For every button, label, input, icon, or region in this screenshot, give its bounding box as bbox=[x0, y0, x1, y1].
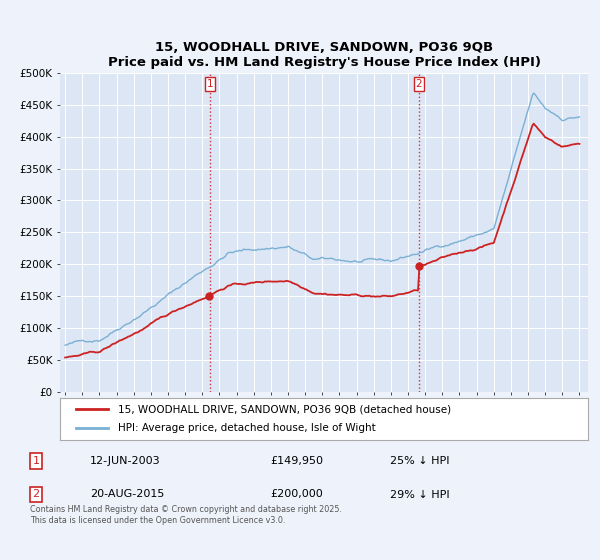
Text: £149,950: £149,950 bbox=[270, 456, 323, 466]
Text: 2: 2 bbox=[32, 489, 40, 500]
Text: 25% ↓ HPI: 25% ↓ HPI bbox=[390, 456, 449, 466]
Text: 2: 2 bbox=[415, 79, 422, 89]
Text: 1: 1 bbox=[32, 456, 40, 466]
Title: 15, WOODHALL DRIVE, SANDOWN, PO36 9QB
Price paid vs. HM Land Registry's House Pr: 15, WOODHALL DRIVE, SANDOWN, PO36 9QB Pr… bbox=[107, 41, 541, 69]
Text: £200,000: £200,000 bbox=[270, 489, 323, 500]
Text: 20-AUG-2015: 20-AUG-2015 bbox=[90, 489, 164, 500]
Text: 15, WOODHALL DRIVE, SANDOWN, PO36 9QB (detached house): 15, WOODHALL DRIVE, SANDOWN, PO36 9QB (d… bbox=[118, 404, 451, 414]
Text: 29% ↓ HPI: 29% ↓ HPI bbox=[390, 489, 449, 500]
Text: HPI: Average price, detached house, Isle of Wight: HPI: Average price, detached house, Isle… bbox=[118, 423, 376, 433]
Text: 1: 1 bbox=[206, 79, 214, 89]
Text: Contains HM Land Registry data © Crown copyright and database right 2025.
This d: Contains HM Land Registry data © Crown c… bbox=[30, 505, 342, 525]
Text: 12-JUN-2003: 12-JUN-2003 bbox=[90, 456, 161, 466]
